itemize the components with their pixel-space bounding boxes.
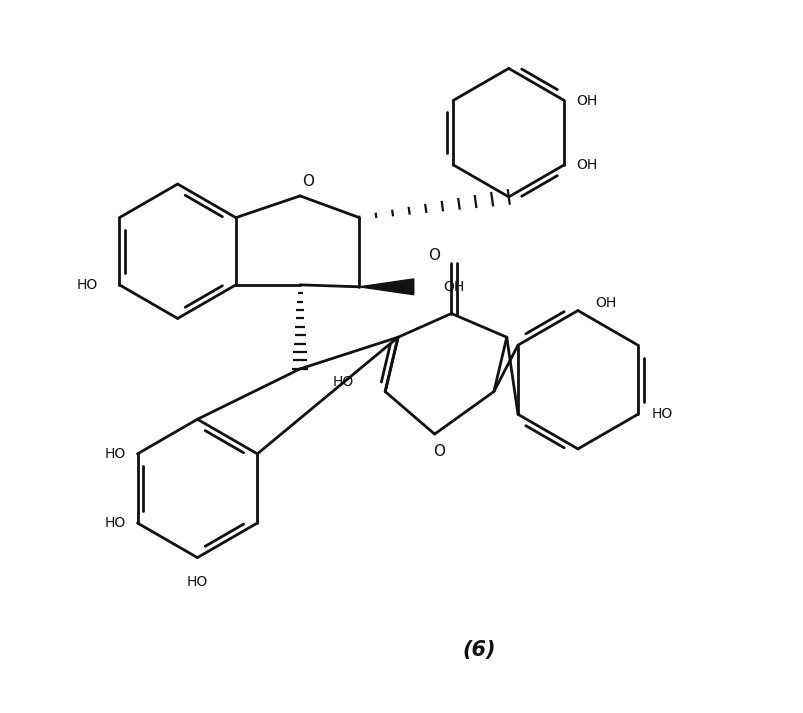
Text: HO: HO <box>651 407 672 421</box>
Text: OH: OH <box>442 279 464 294</box>
Polygon shape <box>359 279 414 294</box>
Text: HO: HO <box>332 375 353 389</box>
Text: O: O <box>302 173 314 188</box>
Text: HO: HO <box>76 278 98 292</box>
Text: (6): (6) <box>462 640 495 660</box>
Text: O: O <box>433 444 445 459</box>
Text: HO: HO <box>104 516 125 530</box>
Text: OH: OH <box>576 93 597 108</box>
Text: OH: OH <box>576 158 597 172</box>
Text: HO: HO <box>104 447 125 461</box>
Text: O: O <box>427 247 439 262</box>
Text: OH: OH <box>595 296 616 309</box>
Text: HO: HO <box>186 575 208 590</box>
